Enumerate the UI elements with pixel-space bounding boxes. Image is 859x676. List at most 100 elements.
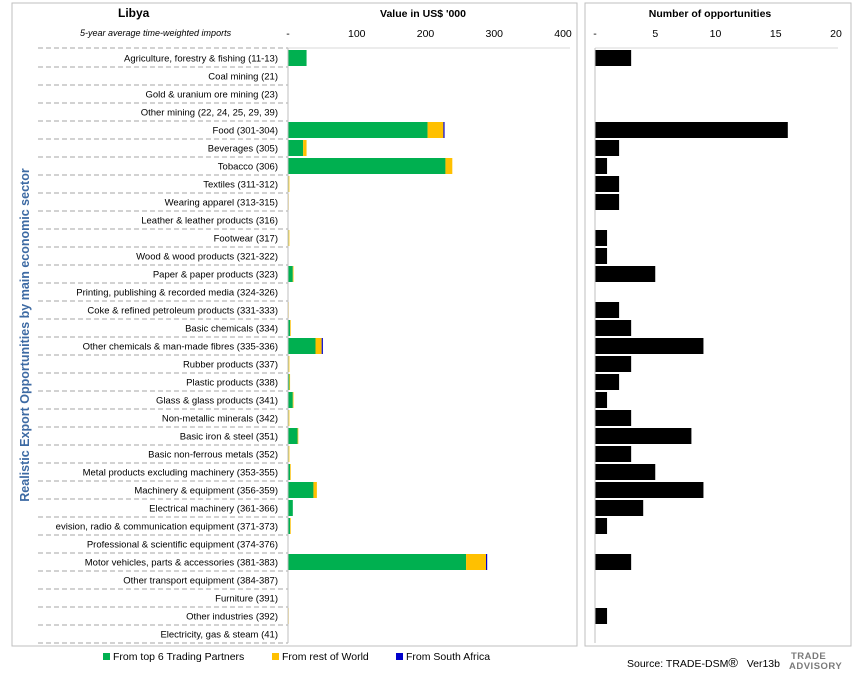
bar-segment-rest-of-world bbox=[303, 140, 307, 156]
category-label: Other chemicals & man-made fibres (335-3… bbox=[83, 342, 278, 353]
category-label: Electrical machinery (361-366) bbox=[149, 504, 278, 515]
bar-segment-rest-of-world bbox=[290, 464, 291, 480]
category-label: Rubber products (337) bbox=[183, 360, 278, 371]
value-x-tick-label: 200 bbox=[417, 28, 435, 40]
opportunities-bar bbox=[595, 554, 632, 570]
bar-segment-top6 bbox=[288, 158, 446, 174]
opportunities-bar bbox=[595, 302, 620, 318]
bar-segment-rest-of-world bbox=[288, 230, 290, 246]
trade-advisory-logo: TRADE ADVISORY bbox=[789, 652, 842, 672]
bar-segment-top6 bbox=[288, 338, 316, 354]
bar-segment-rest-of-world bbox=[288, 356, 290, 372]
category-label: Wood & wood products (321-322) bbox=[136, 252, 278, 263]
category-label: Basic chemicals (334) bbox=[185, 324, 278, 335]
category-label: Wearing apparel (313-315) bbox=[165, 198, 278, 209]
category-label: Textiles (311-312) bbox=[203, 180, 278, 191]
opportunities-bar bbox=[595, 122, 788, 138]
bar-segment-rest-of-world bbox=[297, 428, 299, 444]
category-label: Printing, publishing & recorded media (3… bbox=[76, 288, 278, 299]
category-label: Furniture (391) bbox=[215, 594, 278, 605]
category-label: Food (301-304) bbox=[213, 126, 278, 137]
opportunities-bar bbox=[595, 392, 608, 408]
opportunities-bar bbox=[595, 230, 608, 246]
category-label: Tobacco (306) bbox=[218, 162, 278, 173]
bar-segment-top6 bbox=[288, 464, 291, 480]
category-label: Glass & glass products (341) bbox=[156, 396, 278, 407]
bar-segment-top6 bbox=[288, 140, 304, 156]
bar-segment-rest-of-world bbox=[288, 446, 290, 462]
opportunities-bar bbox=[595, 446, 632, 462]
opportunities-bar bbox=[595, 158, 608, 174]
opportunities-x-tick-label: 5 bbox=[652, 28, 658, 40]
bar-segment-top6 bbox=[288, 122, 428, 138]
bar-segment-south-africa bbox=[443, 122, 445, 138]
opportunities-bar bbox=[595, 464, 656, 480]
category-label: Professional & scientific equipment (374… bbox=[87, 540, 278, 551]
category-label: Motor vehicles, parts & accessories (381… bbox=[85, 558, 278, 569]
opportunities-bar bbox=[595, 248, 608, 264]
category-label: Beverages (305) bbox=[208, 144, 278, 155]
category-label: Plastic products (338) bbox=[186, 378, 278, 389]
category-label: Coke & refined petroleum products (331-3… bbox=[87, 306, 278, 317]
opportunities-bar bbox=[595, 482, 704, 498]
category-label: Agriculture, forestry & fishing (11-13) bbox=[124, 54, 278, 65]
bar-segment-top6 bbox=[288, 392, 293, 408]
opportunities-bar bbox=[595, 356, 632, 372]
logo-line-2: ADVISORY bbox=[789, 661, 843, 672]
category-label: evision, radio & communication equipment… bbox=[56, 522, 278, 533]
bar-segment-rest-of-world bbox=[427, 122, 444, 138]
category-label: Basic iron & steel (351) bbox=[180, 432, 278, 443]
country-title: Libya bbox=[118, 6, 150, 20]
registered-mark: ® bbox=[728, 655, 738, 670]
category-label: Other mining (22, 24, 25, 29, 39) bbox=[141, 108, 278, 119]
bar-segment-rest-of-world bbox=[313, 482, 317, 498]
category-label: Metal products excluding machinery (353-… bbox=[83, 468, 278, 479]
value-chart-title: Value in US$ '000 bbox=[380, 8, 466, 20]
opportunities-bar bbox=[595, 428, 692, 444]
value-x-tick-label: 400 bbox=[554, 28, 572, 40]
bar-segment-rest-of-world bbox=[466, 554, 486, 570]
bar-segment-top6 bbox=[288, 266, 293, 282]
value-x-tick-label: - bbox=[286, 28, 290, 40]
opportunities-panel-border bbox=[584, 2, 852, 647]
opportunities-bar bbox=[595, 194, 620, 210]
opportunities-x-tick-label: 10 bbox=[710, 28, 722, 40]
value-x-tick-label: 300 bbox=[485, 28, 503, 40]
bar-segment-top6 bbox=[288, 320, 291, 336]
bar-segment-south-africa bbox=[321, 338, 323, 354]
opportunities-bar bbox=[595, 140, 620, 156]
opportunities-bar bbox=[595, 410, 632, 426]
bar-segment-south-africa bbox=[486, 554, 488, 570]
category-label: Coal mining (21) bbox=[208, 72, 278, 83]
category-label: Electricity, gas & steam (41) bbox=[160, 630, 278, 641]
category-label: Footwear (317) bbox=[214, 234, 278, 245]
bar-segment-top6 bbox=[288, 374, 290, 390]
category-label: Other transport equipment (384-387) bbox=[123, 576, 278, 587]
legend-label-rest-of-world: From rest of World bbox=[282, 651, 369, 663]
bar-segment-rest-of-world bbox=[292, 266, 294, 282]
opportunities-bar bbox=[595, 266, 656, 282]
bar-segment-rest-of-world bbox=[288, 410, 290, 426]
category-label: Leather & leather products (316) bbox=[141, 216, 278, 227]
logo-line-1: TRADE bbox=[791, 651, 827, 662]
bar-segment-rest-of-world bbox=[292, 392, 294, 408]
bar-segment-top6 bbox=[288, 482, 314, 498]
legend-label-south-africa: From South Africa bbox=[406, 651, 491, 663]
chart-subtitle: 5-year average time-weighted imports bbox=[80, 28, 232, 38]
bar-segment-top6 bbox=[288, 50, 307, 66]
version-text: Ver13b bbox=[746, 658, 780, 670]
bar-segment-rest-of-world bbox=[289, 374, 291, 390]
opportunities-bar bbox=[595, 374, 620, 390]
source-note: Source: TRADE-DSM® Ver13b bbox=[627, 655, 780, 670]
bar-segment-top6 bbox=[288, 428, 298, 444]
bar-segment-top6 bbox=[288, 518, 291, 534]
bar-segment-rest-of-world bbox=[288, 176, 290, 192]
legend-item-top6: From top 6 Trading Partners bbox=[103, 651, 244, 663]
opportunities-bar bbox=[595, 320, 632, 336]
category-label: Basic non-ferrous metals (352) bbox=[148, 450, 278, 461]
legend-swatch-rest-of-world bbox=[272, 653, 279, 660]
bar-segment-rest-of-world bbox=[315, 338, 322, 354]
opportunities-bar bbox=[595, 500, 644, 516]
legend-label-top6: From top 6 Trading Partners bbox=[113, 651, 245, 663]
legend-item-south-africa: From South Africa bbox=[396, 651, 490, 663]
